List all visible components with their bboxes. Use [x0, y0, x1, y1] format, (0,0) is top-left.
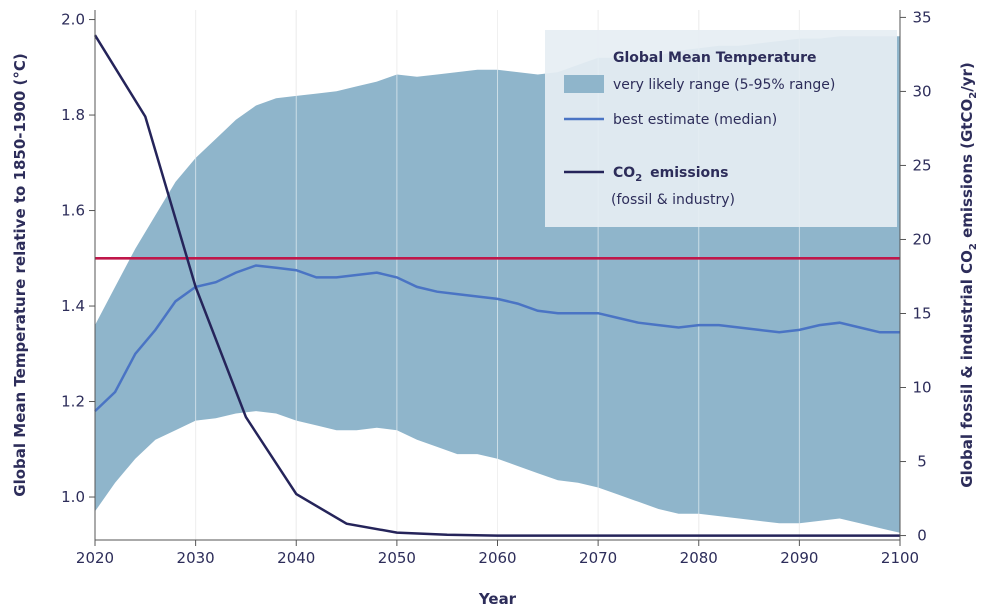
x-tick-label-2060: 2060: [478, 549, 516, 567]
y-tick-label-1.8: 1.8: [61, 106, 85, 124]
legend-title: Global Mean Temperature: [613, 50, 816, 66]
legend-co2-label-line2: (fossil & industry): [611, 192, 735, 208]
x-tick-label-2020: 2020: [76, 549, 114, 567]
axis-titles: Year Global Mean Temperature relative to …: [11, 53, 979, 608]
y-tick-label-1.6: 1.6: [61, 202, 85, 220]
x-tick-label-2040: 2040: [277, 549, 315, 567]
legend-box: [545, 30, 897, 227]
y-tick-label-1.4: 1.4: [61, 297, 85, 315]
y-right-axis-title-sub: 2: [968, 243, 979, 250]
x-tick-label-2080: 2080: [680, 549, 718, 567]
x-tick-label-2070: 2070: [579, 549, 617, 567]
y-tick-label-2.0: 2.0: [61, 11, 85, 29]
legend-range-label: very likely range (5-95% range): [613, 77, 835, 93]
legend-co2-label-sub: 2: [635, 173, 642, 184]
x-tick-label-2030: 2030: [177, 549, 215, 567]
legend-median-label: best estimate (median): [613, 112, 777, 128]
x-axis-title: Year: [478, 590, 517, 608]
axes: 2020 2030 2040 2050 2060 2070 2080 2090 21001.01…: [61, 8, 931, 567]
y-right-tick-label-20: 20: [912, 230, 931, 248]
y-right-axis-title: Global fossil & industrial CO2 emissions…: [958, 62, 979, 487]
y-right-axis-title-end: /yr): [958, 62, 976, 92]
co2-emissions-line: [93, 34, 900, 537]
y-right-tick-label-5: 5: [917, 453, 927, 471]
legend-co2-label-base: CO: [613, 165, 635, 181]
y-right-tick-label-10: 10: [912, 379, 931, 397]
y-right-axis-title-mid: emissions (GtCO: [958, 99, 976, 243]
legend-band-swatch: [564, 75, 604, 93]
y-tick-label-1.0: 1.0: [61, 488, 85, 506]
legend-co2-label: CO2 emissions: [613, 165, 728, 184]
y-right-tick-label-25: 25: [912, 156, 931, 174]
y-tick-label-1.2: 1.2: [61, 393, 85, 411]
y-right-tick-label-35: 35: [912, 8, 931, 26]
legend-co2-label-rest: emissions: [650, 165, 728, 181]
x-tick-label-2100: 2100: [881, 549, 919, 567]
x-tick-label-2050: 2050: [378, 549, 416, 567]
y-right-tick-label-30: 30: [912, 82, 931, 100]
median-line: [94, 264, 900, 413]
x-tick-label-2090: 2090: [780, 549, 818, 567]
y-right-tick-label-0: 0: [917, 527, 927, 545]
y-right-axis-title-sub2: 2: [968, 92, 979, 99]
y-right-axis-title-base: Global fossil & industrial CO: [958, 250, 976, 488]
legend: Global Mean Temperature very likely range…: [545, 30, 897, 227]
y-right-tick-label-15: 15: [912, 304, 931, 322]
y-axis-title: Global Mean Temperature relative to 1850…: [11, 53, 29, 496]
